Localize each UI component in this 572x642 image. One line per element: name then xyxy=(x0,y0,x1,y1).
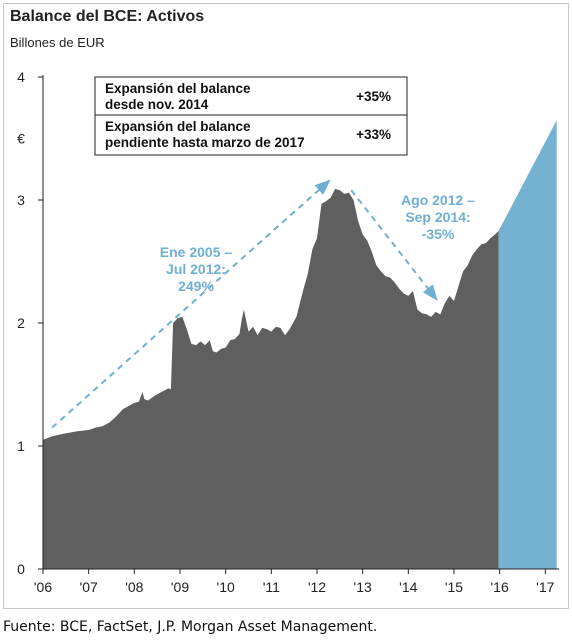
x-tick-label: '08 xyxy=(125,579,143,595)
table-row-label: Expansión del balance pendiente hasta mar… xyxy=(105,119,305,150)
table-border xyxy=(94,76,408,156)
chart-subtitle: Billones de EUR xyxy=(10,35,105,50)
table-row-value: +35% xyxy=(356,89,391,104)
arrow-layer xyxy=(51,179,438,429)
table-row-label-line: pendiente hasta marzo de 2017 xyxy=(105,135,305,150)
y-tick-label: 1 xyxy=(17,438,25,454)
y-tick-label: 2 xyxy=(17,315,25,331)
x-tick-label: '06 xyxy=(34,579,52,595)
table-row-label-line: Expansión del balance xyxy=(105,119,251,134)
y-tick-label: 3 xyxy=(17,192,25,208)
area-layer xyxy=(43,120,557,569)
fall-annotation-line: Ago 2012 – xyxy=(401,192,475,208)
rise-annotation-line: Ene 2005 – xyxy=(160,244,233,260)
axes-layer: 0 1 2 3 4 € '06 '07 '08 '09 '10 '11 '12 '13 '14 '15 '16 '… xyxy=(17,69,559,595)
rise-arrow xyxy=(51,179,331,429)
x-tick-label: '07 xyxy=(80,579,98,595)
table-row-label-line: desde nov. 2014 xyxy=(105,97,209,112)
table-row-label: Expansión del balance desde nov. 2014 xyxy=(105,81,251,112)
table-row-value: +33% xyxy=(356,127,391,142)
projection-area xyxy=(498,120,557,569)
annotation-layer: Ene 2005 – Jul 2012: 249% Ago 2012 – Sep 201… xyxy=(160,192,475,294)
x-tick-label: '11 xyxy=(263,579,280,595)
rise-annotation-line: Jul 2012: xyxy=(166,261,226,277)
y-axis-label: € xyxy=(17,131,25,147)
fall-annotation-line: -35% xyxy=(422,226,455,242)
x-tick-label: '12 xyxy=(308,579,326,595)
x-tick-label: '14 xyxy=(399,579,417,595)
x-tick-label: '09 xyxy=(171,579,189,595)
rise-annotation-line: 249% xyxy=(178,278,214,294)
y-tick-label: 0 xyxy=(17,561,25,577)
chart-title: Balance del BCE: Activos xyxy=(10,8,205,25)
source-note: Fuente: BCE, FactSet, J.P. Morgan Asset … xyxy=(3,619,378,635)
x-tick-label: '16 xyxy=(491,579,509,595)
fall-annotation-line: Sep 2014: xyxy=(405,209,470,225)
expansion-table: Expansión del balance desde nov. 2014+35%… xyxy=(94,76,408,156)
fall-arrow xyxy=(350,189,438,301)
x-tick-label: '10 xyxy=(217,579,235,595)
balance-chart: 0 1 2 3 4 € '06 '07 '08 '09 '10 '11 '12 '13 '14 '15 '16 '… xyxy=(17,69,559,595)
historical-area xyxy=(43,188,499,569)
y-tick-label: 4 xyxy=(17,69,25,85)
x-tick-label: '13 xyxy=(354,579,372,595)
table-row-label-line: Expansión del balance xyxy=(105,81,251,96)
x-tick-label: '17 xyxy=(536,579,554,595)
x-tick-label: '15 xyxy=(445,579,463,595)
fall-annotation: Ago 2012 – Sep 2014: -35% xyxy=(401,192,475,242)
rise-annotation: Ene 2005 – Jul 2012: 249% xyxy=(160,244,233,294)
